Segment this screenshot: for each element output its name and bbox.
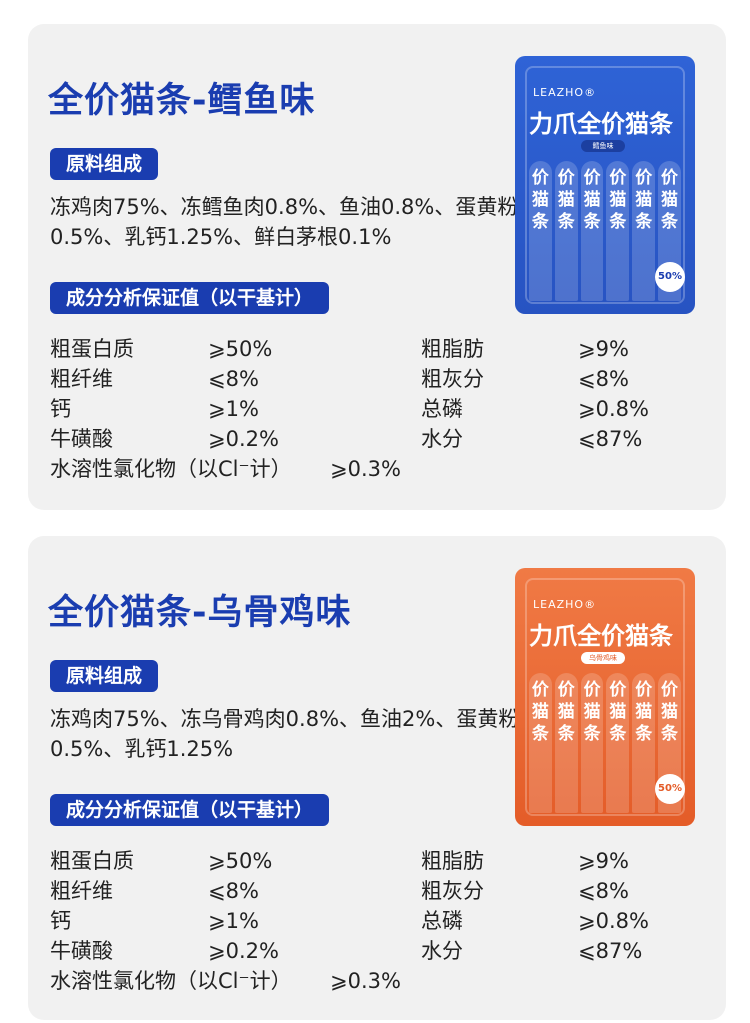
nutrient-value: ⩾1% (208, 909, 259, 933)
nutrient-name: 牛磺酸 (50, 939, 113, 963)
nutrient-value: ⩾9% (578, 337, 629, 361)
stick-graphic: 价猫条 (580, 161, 604, 301)
nutrient-name: 总磷 (421, 909, 463, 933)
package-image: LEAZHO® 力爪全价猫条 鳕鱼味 价猫条价猫条价猫条价猫条价猫条价猫条 50… (515, 56, 695, 314)
ingredients-text: 冻鸡肉75%、冻鳕鱼肉0.8%、鱼油0.8%、蛋黄粉0.5%、乳钙1.25%、鲜… (50, 195, 519, 249)
ingredients-badge: 原料组成 (50, 660, 159, 692)
nutrient-value: ⩾0.2% (208, 427, 279, 451)
nutrient-value: ⩾1% (208, 397, 259, 421)
analysis-row: 粗蛋白质 ⩾50% 粗脂肪 ⩾9% (50, 846, 690, 876)
nutrient-value: ⩾0.3% (330, 457, 401, 481)
nutrient-name: 钙 (50, 909, 71, 933)
stick-graphic: 价猫条 (554, 673, 578, 813)
nutrient-value: ⩽8% (578, 879, 629, 903)
analysis-row: 牛磺酸 ⩾0.2% 水分 ⩽87% (50, 424, 690, 454)
nutrient-value: ⩾50% (208, 849, 273, 873)
nutrient-value: ⩾50% (208, 337, 273, 361)
product-card: 全价猫条-鳕鱼味 原料组成 冻鸡肉75%、冻鳕鱼肉0.8%、鱼油0.8%、蛋黄粉… (28, 24, 726, 510)
analysis-table: 粗蛋白质 ⩾50% 粗脂肪 ⩾9% 粗纤维 ⩽8% 粗灰分 ⩽8% 钙 ⩾1% … (50, 846, 690, 996)
product-title: 全价猫条-鳕鱼味 (48, 81, 316, 121)
nutrient-name: 粗纤维 (50, 879, 113, 903)
package-flavor: 乌骨鸡味 (581, 652, 625, 664)
nutrient-name: 水分 (421, 939, 463, 963)
nutrient-value: ⩽8% (208, 367, 259, 391)
nutrient-name: 水分 (421, 427, 463, 451)
product-title: 全价猫条-乌骨鸡味 (48, 593, 352, 633)
analysis-badge: 成分分析保证值（以干基计） (50, 794, 330, 826)
stick-graphic: 价猫条 (632, 161, 656, 301)
brand-logo: LEAZHO® (533, 86, 597, 99)
analysis-row: 牛磺酸 ⩾0.2% 水分 ⩽87% (50, 936, 690, 966)
package-flavor: 鳕鱼味 (581, 140, 625, 152)
stick-graphic: 价猫条 (580, 673, 604, 813)
nutrient-value: ⩾0.8% (578, 909, 649, 933)
nutrient-value: ⩾0.3% (330, 969, 401, 993)
nutrient-name: 粗脂肪 (421, 337, 484, 361)
stick-graphic: 价猫条 (606, 673, 630, 813)
nutrient-name: 总磷 (421, 397, 463, 421)
nutrient-name: 粗脂肪 (421, 849, 484, 873)
brand-logo: LEAZHO® (533, 598, 597, 611)
stick-graphic: 价猫条 (554, 161, 578, 301)
nutrient-name: 粗灰分 (421, 367, 484, 391)
nutrient-name: 粗蛋白质 (50, 849, 134, 873)
analysis-row: 粗纤维 ⩽8% 粗灰分 ⩽8% (50, 364, 690, 394)
nutrient-name: 牛磺酸 (50, 427, 113, 451)
nutrient-name: 粗蛋白质 (50, 337, 134, 361)
analysis-row: 水溶性氯化物（以Cl⁻计） ⩾0.3% (50, 454, 690, 484)
protein-seal: 50% (655, 774, 685, 804)
nutrient-value: ⩾0.8% (578, 397, 649, 421)
nutrient-value: ⩽8% (578, 367, 629, 391)
package-name: 力爪全价猫条 (529, 622, 673, 650)
analysis-badge: 成分分析保证值（以干基计） (50, 282, 330, 314)
analysis-table: 粗蛋白质 ⩾50% 粗脂肪 ⩾9% 粗纤维 ⩽8% 粗灰分 ⩽8% 钙 ⩾1% … (50, 334, 690, 484)
nutrient-name: 水溶性氯化物（以Cl⁻计） (50, 457, 292, 481)
analysis-row: 粗蛋白质 ⩾50% 粗脂肪 ⩾9% (50, 334, 690, 364)
nutrient-name: 粗灰分 (421, 879, 484, 903)
package-image: LEAZHO® 力爪全价猫条 乌骨鸡味 价猫条价猫条价猫条价猫条价猫条价猫条 5… (515, 568, 695, 826)
ingredients-badge: 原料组成 (50, 148, 159, 180)
nutrient-name: 钙 (50, 397, 71, 421)
stick-graphic: 价猫条 (606, 161, 630, 301)
analysis-row: 钙 ⩾1% 总磷 ⩾0.8% (50, 394, 690, 424)
nutrient-name: 水溶性氯化物（以Cl⁻计） (50, 969, 292, 993)
package-name: 力爪全价猫条 (529, 110, 673, 138)
nutrient-name: 粗纤维 (50, 367, 113, 391)
stick-graphic: 价猫条 (632, 673, 656, 813)
nutrient-value: ⩽87% (578, 427, 643, 451)
nutrient-value: ⩾9% (578, 849, 629, 873)
protein-seal: 50% (655, 262, 685, 292)
product-card: 全价猫条-乌骨鸡味 原料组成 冻鸡肉75%、冻乌骨鸡肉0.8%、鱼油2%、蛋黄粉… (28, 536, 726, 1020)
nutrient-value: ⩽87% (578, 939, 643, 963)
stick-graphic: 价猫条 (529, 673, 552, 813)
analysis-row: 粗纤维 ⩽8% 粗灰分 ⩽8% (50, 876, 690, 906)
ingredients-text: 冻鸡肉75%、冻乌骨鸡肉0.8%、鱼油2%、蛋黄粉0.5%、乳钙1.25% (50, 707, 520, 761)
nutrient-value: ⩾0.2% (208, 939, 279, 963)
stick-graphic: 价猫条 (529, 161, 552, 301)
analysis-row: 钙 ⩾1% 总磷 ⩾0.8% (50, 906, 690, 936)
nutrient-value: ⩽8% (208, 879, 259, 903)
analysis-row: 水溶性氯化物（以Cl⁻计） ⩾0.3% (50, 966, 690, 996)
